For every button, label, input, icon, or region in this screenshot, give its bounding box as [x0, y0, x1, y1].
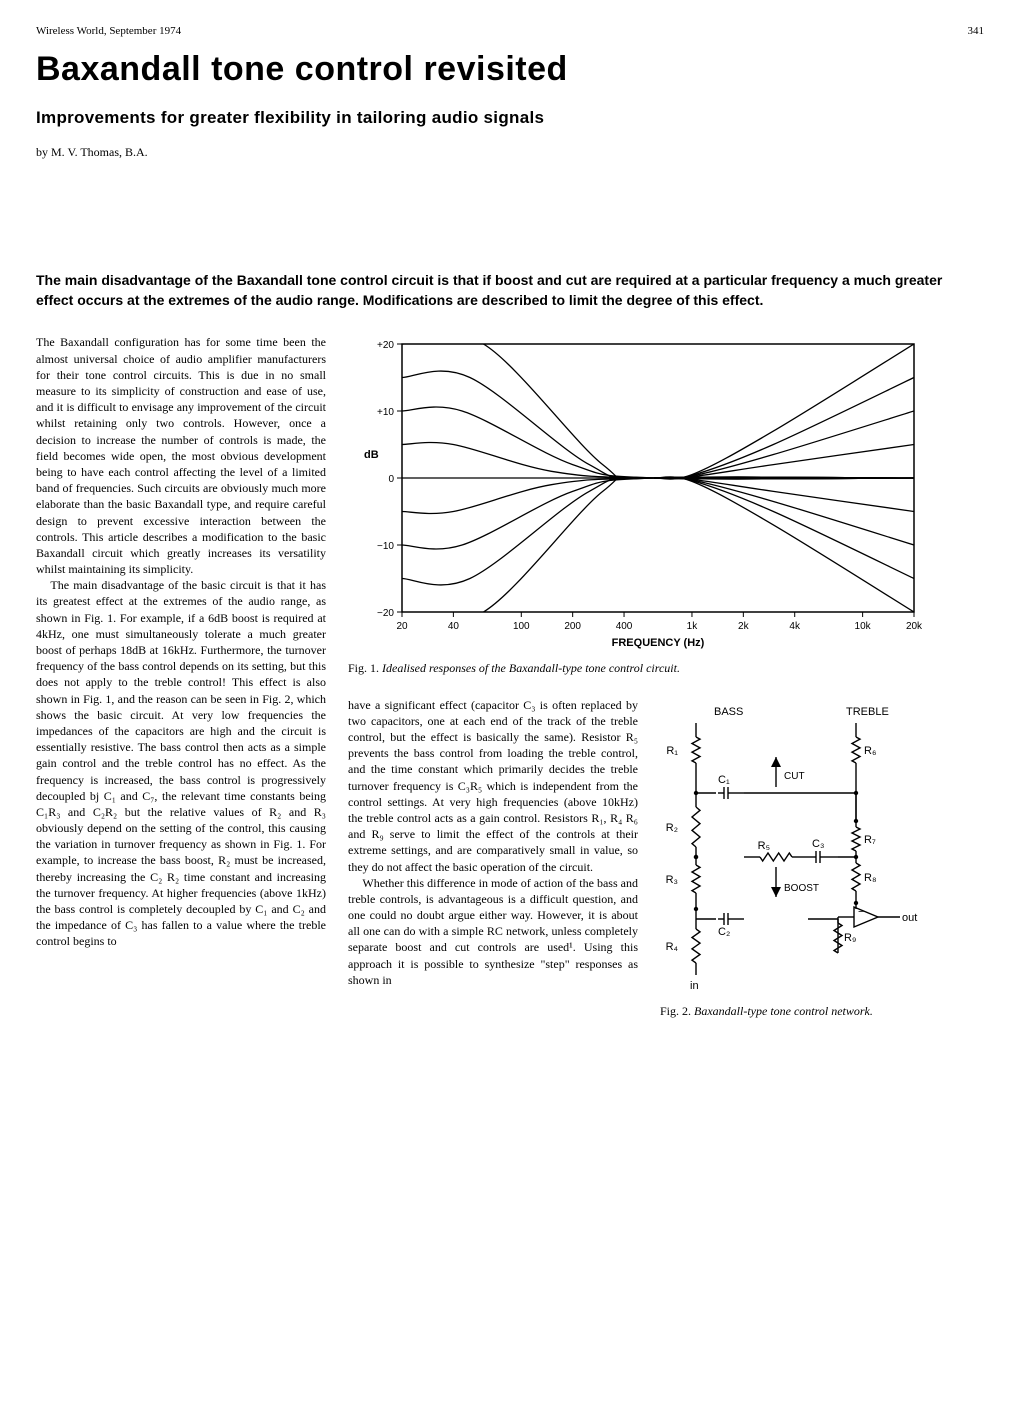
svg-text:R₉: R₉ [844, 932, 856, 944]
svg-text:C₂: C₂ [718, 926, 730, 938]
page-number: 341 [968, 24, 985, 39]
svg-text:in: in [690, 980, 699, 992]
body-paragraph: have a significant effect (capacitor C₃ … [348, 697, 638, 875]
svg-text:R₂: R₂ [666, 822, 678, 834]
svg-text:−: − [858, 906, 864, 918]
svg-text:R₃: R₃ [666, 874, 678, 886]
svg-text:100: 100 [513, 621, 530, 632]
body-paragraph: The main disadvantage of the basic circu… [36, 577, 326, 949]
body-paragraph: Whether this difference in mode of actio… [348, 875, 638, 988]
figure-2: BASS TREBLE R₁ C₁ R₂ R₃ C₂ R₄ in CUT R₅ BOOST C₃ R₆ R₇… [660, 697, 930, 1019]
svg-text:CUT: CUT [784, 771, 805, 782]
header-row: Wireless World, September 1974 341 [36, 24, 984, 39]
svg-text:FREQUENCY (Hz): FREQUENCY (Hz) [612, 637, 705, 649]
article-subtitle: Improvements for greater flexibility in … [36, 107, 984, 130]
svg-text:C₁: C₁ [718, 774, 730, 786]
svg-text:400: 400 [616, 621, 633, 632]
svg-text:+10: +10 [377, 407, 394, 418]
fig1-caption: Fig. 1. Idealised responses of the Baxan… [348, 660, 984, 676]
figure-1: −20 −10 0 +10 +20 dB 20 40 100 200 400 1k 2k 4k 10k 20k… [348, 334, 984, 676]
svg-text:R₁: R₁ [666, 745, 678, 757]
svg-text:BASS: BASS [714, 706, 743, 718]
fig2-caption: Fig. 2. Baxandall-type tone control netw… [660, 1003, 930, 1019]
fig1-chart: −20 −10 0 +10 +20 dB 20 40 100 200 400 1k 2k 4k 10k 20k… [348, 334, 928, 654]
svg-text:TREBLE: TREBLE [846, 706, 889, 718]
svg-text:−10: −10 [377, 541, 394, 552]
svg-text:1k: 1k [687, 621, 699, 632]
svg-text:R₈: R₈ [864, 872, 877, 884]
fig2-schematic: BASS TREBLE R₁ C₁ R₂ R₃ C₂ R₄ in CUT R₅ BOOST C₃ R₆ R₇… [660, 697, 920, 997]
article-title: Baxandall tone control revisited [36, 47, 984, 93]
byline: by M. V. Thomas, B.A. [36, 144, 984, 160]
body-paragraph: The Baxandall configuration has for some… [36, 334, 326, 577]
svg-text:R₆: R₆ [864, 745, 876, 757]
middle-text-column: have a significant effect (capacitor C₃ … [348, 697, 638, 1019]
svg-text:−20: −20 [377, 608, 394, 619]
fig1-caption-text: Idealised responses of the Baxandall-typ… [382, 661, 680, 675]
svg-text:200: 200 [564, 621, 581, 632]
lower-right-block: have a significant effect (capacitor C₃ … [348, 697, 984, 1019]
fig1-caption-prefix: Fig. 1. [348, 661, 379, 675]
svg-text:20: 20 [396, 621, 408, 632]
svg-text:BOOST: BOOST [784, 883, 819, 894]
right-column: −20 −10 0 +10 +20 dB 20 40 100 200 400 1k 2k 4k 10k 20k… [348, 334, 984, 1018]
svg-text:2k: 2k [738, 621, 750, 632]
svg-text:out: out [902, 912, 917, 924]
svg-text:R₅: R₅ [758, 840, 770, 852]
svg-text:40: 40 [448, 621, 460, 632]
left-column: The Baxandall configuration has for some… [36, 334, 326, 1018]
svg-text:4k: 4k [789, 621, 801, 632]
svg-text:20k: 20k [906, 621, 923, 632]
svg-text:R₄: R₄ [666, 941, 679, 953]
svg-text:dB: dB [364, 449, 379, 461]
journal-name: Wireless World, September 1974 [36, 24, 181, 39]
fig2-caption-text: Baxandall-type tone control network. [694, 1004, 873, 1018]
svg-text:C₃: C₃ [812, 838, 824, 850]
abstract: The main disadvantage of the Baxandall t… [36, 270, 956, 311]
svg-text:0: 0 [388, 474, 394, 485]
svg-text:+20: +20 [377, 340, 394, 351]
svg-text:10k: 10k [855, 621, 872, 632]
svg-text:R₇: R₇ [864, 834, 876, 846]
body-columns: The Baxandall configuration has for some… [36, 334, 984, 1018]
fig2-caption-prefix: Fig. 2. [660, 1004, 691, 1018]
